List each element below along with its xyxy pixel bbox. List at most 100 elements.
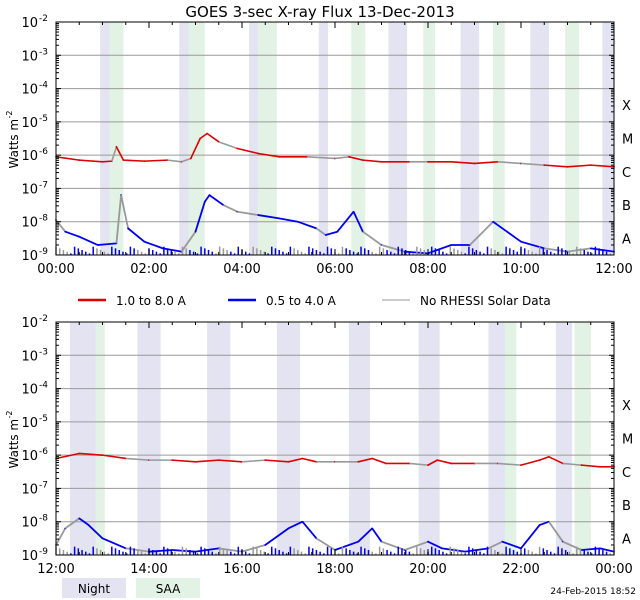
y-tick-label: 10 [21, 449, 38, 464]
series-segment-long [497, 161, 522, 165]
night-band [348, 322, 370, 555]
series-segment-short [381, 540, 406, 551]
series-segment-long [567, 164, 591, 168]
series-segment-short [371, 527, 383, 543]
legend-label: 1.0 to 8.0 A [116, 294, 187, 308]
class-label-a: A [622, 232, 631, 247]
y-tick-label: 10 [21, 216, 38, 231]
series-segment-short [492, 220, 508, 233]
series-segment-short [120, 194, 129, 229]
series-segment-short [381, 244, 405, 253]
series-segment-short [87, 524, 104, 540]
y-tick-exponent: -6 [39, 447, 48, 457]
series-segment-long [548, 456, 564, 465]
x-tick-label: 12:00 [595, 262, 632, 277]
series-segment-long [172, 459, 196, 463]
series-segment-long [55, 452, 80, 460]
series-segment-short [469, 221, 494, 246]
series-segment-short [362, 230, 383, 246]
y-tick-label: 10 [21, 16, 38, 31]
y-tick-label: 10 [21, 149, 38, 164]
series-segment-short [102, 537, 127, 550]
series-segment-long [102, 160, 112, 163]
y-tick-label: 10 [21, 549, 38, 564]
x-tick-label: 00:00 [595, 562, 632, 577]
series-segment-short [599, 547, 615, 553]
y-tick-exponent: -5 [39, 114, 48, 124]
series-segment-long [102, 454, 126, 460]
series-segment-long [241, 459, 266, 463]
series-segment-long [302, 457, 317, 463]
series-segment-long [55, 156, 80, 161]
series-segment-long [199, 132, 208, 140]
y-tick-label: 10 [21, 182, 38, 197]
x-tick-label: 22:00 [502, 562, 539, 577]
series-segment-short [506, 230, 522, 243]
x-tick-label: 14:00 [130, 562, 167, 577]
series-segment-short [502, 540, 522, 550]
series-segment-long [181, 157, 192, 163]
y-tick-label: 10 [21, 249, 38, 264]
series-segment-long [125, 457, 150, 461]
series-segment-long [265, 459, 289, 463]
series-segment-short [336, 211, 355, 233]
y-axis-label: Watts m [7, 419, 21, 469]
series-segment-short [97, 242, 117, 246]
series-segment-long [362, 159, 382, 163]
night-band [207, 322, 231, 555]
series-segment-long [111, 146, 118, 162]
saa-band [504, 322, 517, 555]
series-segment-long [427, 459, 438, 466]
night-band [555, 322, 573, 555]
y-tick-exponent: -4 [39, 381, 48, 391]
saa-key-box [136, 578, 200, 598]
series-segment-short [195, 547, 219, 553]
series-segment-long [539, 456, 550, 461]
series-segment-short [334, 540, 359, 551]
chart-title: GOES 3-sec X-ray Flux 13-Dec-2013 [185, 3, 454, 21]
series-segment-long [144, 159, 168, 162]
x-tick-label: 18:00 [316, 562, 353, 577]
series-segment-short [352, 211, 364, 233]
x-tick-label: 08:00 [409, 262, 446, 277]
series-segment-long [237, 147, 259, 155]
x-tick-label: 04:00 [223, 262, 260, 277]
legend-label: No RHESSI Solar Data [420, 294, 551, 308]
series-segment-short [180, 231, 197, 253]
series-segment-short [548, 521, 564, 543]
night-band [69, 322, 98, 555]
y-tick-label: 10 [21, 116, 38, 131]
series-segment-short [562, 540, 582, 551]
series-segment-long [288, 457, 303, 463]
class-label-b: B [622, 499, 631, 514]
saa-band [574, 322, 591, 555]
timestamp: 24-Feb-2015 18:52 [550, 587, 636, 597]
y-tick-exponent: -5 [39, 414, 48, 424]
night-key-box [62, 578, 126, 598]
night-band [388, 22, 408, 255]
series-segment-long [79, 452, 103, 456]
series-segment-long [409, 462, 429, 466]
series-segment-short [64, 517, 80, 530]
series-segment-short [315, 537, 336, 551]
series-segment-long [562, 462, 582, 466]
y-tick-label: 10 [21, 83, 38, 98]
series-segment-long [371, 457, 387, 465]
series-segment-short [78, 235, 99, 246]
class-label-c: C [622, 166, 631, 181]
series-segment-short [264, 527, 290, 546]
series-segment-short [64, 230, 80, 238]
x-tick-label: 20:00 [409, 562, 446, 577]
series-segment-long [520, 459, 540, 466]
x-tick-label: 02:00 [130, 262, 167, 277]
y-tick-label: 10 [21, 482, 38, 497]
x-tick-label: 00:00 [37, 262, 74, 277]
y-axis-label: Watts m [7, 119, 21, 169]
series-segment-long [358, 457, 373, 463]
series-segment-short [357, 527, 373, 543]
series-segment-short [539, 520, 550, 526]
y-axis-label-exponent: -2 [5, 111, 14, 119]
series-segment-long [115, 146, 125, 161]
